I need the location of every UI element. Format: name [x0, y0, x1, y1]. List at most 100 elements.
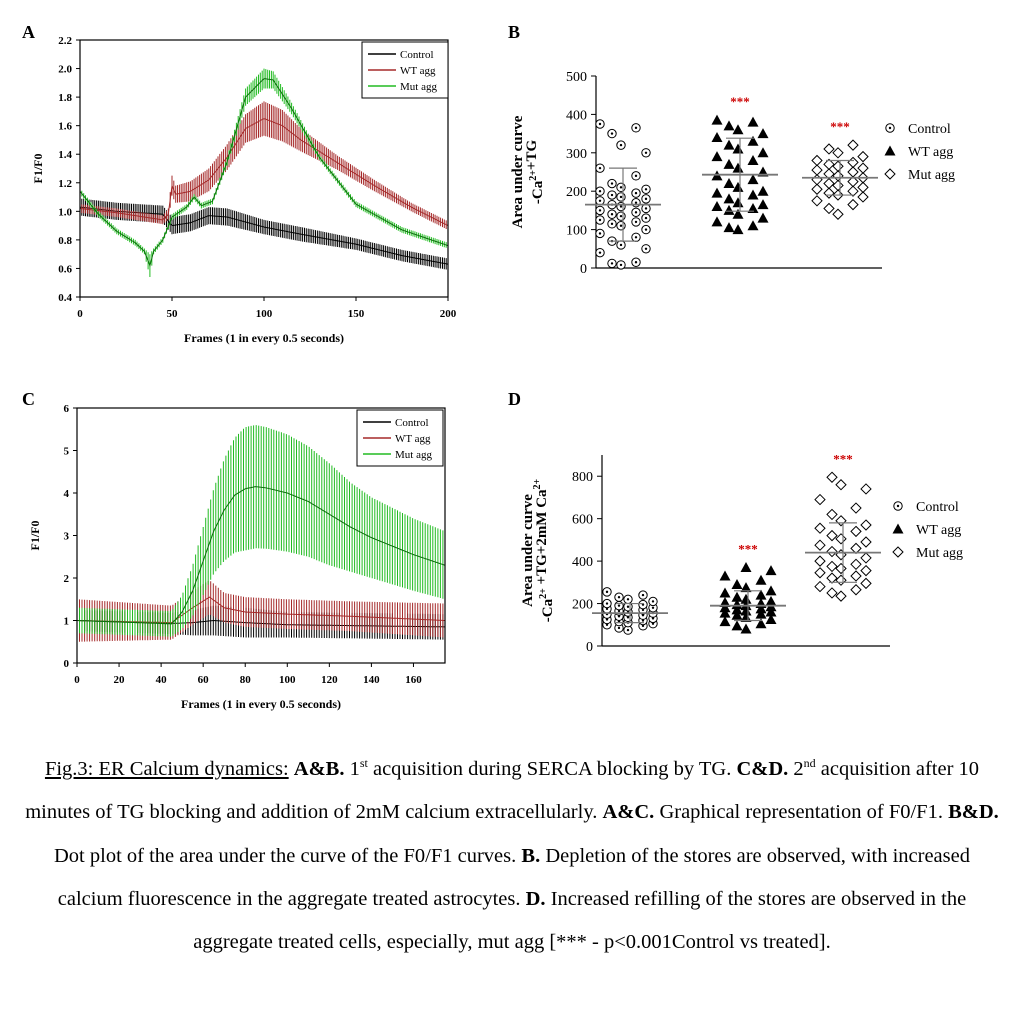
triangle-marker: [884, 145, 896, 156]
triangle-marker: [731, 604, 743, 615]
circle-marker-dot: [619, 243, 623, 247]
triangle-marker: [755, 589, 767, 600]
circle-marker-dot: [598, 218, 602, 222]
y-axis-label: F1/F0: [31, 154, 45, 184]
triangle-marker: [723, 204, 735, 215]
y-axis-label: F1/F0: [28, 521, 42, 551]
diamond-marker: [847, 166, 859, 178]
circle-marker-dot: [644, 197, 648, 201]
circle-marker-dot: [617, 615, 621, 618]
triangle-marker: [765, 565, 777, 576]
diamond-marker: [811, 164, 823, 176]
diamond-marker: [814, 580, 826, 593]
legend-label: Control: [908, 122, 951, 137]
circle-marker-dot: [651, 617, 655, 620]
triangle-marker: [740, 611, 752, 622]
diamond-marker: [847, 198, 859, 211]
triangle-marker: [740, 605, 752, 616]
triangle-marker: [719, 596, 731, 607]
diamond-marker: [860, 577, 872, 590]
circle-marker-dot: [610, 213, 614, 216]
caption-b-text: Depletion of the stores are observed, wi…: [57, 844, 970, 910]
x-tick-label: 140: [363, 674, 380, 686]
triangle-marker: [765, 585, 777, 596]
diamond-marker: [835, 574, 847, 586]
circle-marker-dot: [619, 186, 623, 189]
caption-d-head: D.: [525, 887, 546, 910]
diamond-marker: [860, 519, 872, 531]
y-tick-label: 3: [64, 531, 70, 543]
x-tick-label: 50: [167, 308, 179, 320]
series-line: [77, 596, 445, 624]
diamond-marker: [860, 483, 872, 495]
x-tick-label: 60: [198, 674, 210, 686]
y-tick-label: 500: [566, 70, 587, 85]
group-mut-agg: ***: [802, 119, 878, 220]
y-tick-label: 2.2: [58, 35, 72, 47]
circle-marker-dot: [619, 195, 623, 199]
diamond-marker: [823, 168, 835, 180]
diamond-marker: [826, 572, 838, 584]
x-tick-label: 0: [77, 308, 83, 320]
error-bars: [79, 68, 449, 277]
circle-marker-dot: [619, 224, 623, 227]
triangle-marker: [755, 608, 767, 619]
y-tick-label: 200: [572, 598, 593, 613]
circle-marker-dot: [598, 232, 602, 235]
panel-letter-d: D: [508, 389, 521, 409]
diamond-marker: [835, 515, 847, 527]
legend-label: WT agg: [395, 433, 431, 445]
diamond-marker: [823, 202, 835, 215]
triangle-marker: [740, 593, 752, 604]
circle-marker-dot: [617, 626, 621, 630]
triangle-marker: [732, 124, 744, 135]
diamond-marker: [814, 555, 826, 567]
diamond-marker: [814, 539, 826, 551]
series-mut-agg: [79, 68, 449, 277]
triangle-marker: [747, 220, 759, 231]
y-tick-label: 0.6: [58, 263, 72, 275]
y-axis-label-part: +TG+2mM: [534, 508, 550, 588]
triangle-marker: [732, 197, 744, 208]
x-tick-label: 150: [348, 308, 365, 320]
circle-marker-dot: [644, 188, 648, 191]
caption-t1-sup: st: [359, 756, 368, 771]
triangle-marker: [732, 224, 744, 235]
circle-marker-dot: [634, 126, 638, 130]
y-tick-label: 2: [64, 573, 70, 585]
circle-marker-dot: [634, 220, 638, 224]
y-tick-label: 1.2: [58, 178, 72, 190]
diamond-marker: [826, 508, 838, 521]
x-tick-label: 160: [405, 674, 422, 686]
triangle-marker: [731, 609, 743, 620]
circle-marker-dot: [605, 618, 609, 621]
legend: Control WT agg Mut agg: [884, 122, 955, 183]
triangle-marker: [747, 154, 759, 165]
x-tick-label: 200: [440, 308, 457, 320]
diamond-marker: [826, 529, 838, 542]
diamond-marker: [850, 502, 862, 514]
triangle-marker: [731, 620, 743, 631]
series-line: [79, 206, 449, 265]
y-tick-label: 200: [566, 185, 587, 200]
circle-marker-dot: [634, 261, 638, 264]
x-tick-label: 0: [74, 674, 80, 686]
circle-marker-dot: [617, 604, 621, 607]
y-axis-label-line1: Area under curve: [510, 115, 526, 228]
panel-letter-a: A: [22, 22, 35, 42]
legend: Control WT agg Mut agg: [356, 409, 444, 467]
triangle-marker: [723, 222, 735, 233]
triangle-marker: [711, 216, 723, 227]
panel-b-dot-plot: 0 100 200 300 400 500 *** *** Control WT agg Mut a…: [510, 70, 955, 277]
y-tick-label: 0: [586, 640, 593, 655]
circle-marker-dot: [598, 166, 602, 170]
y-axis-label-line2: -Ca2++TG: [524, 140, 546, 205]
y-tick-label: 800: [572, 470, 593, 485]
diamond-marker: [811, 195, 823, 207]
circle-marker-dot: [605, 590, 609, 594]
diamond-marker: [835, 549, 847, 561]
diamond-marker: [857, 181, 869, 194]
figure: A BC D0 50 100 150 2000.40.60.81.01.21.41.61.8…: [22, 22, 963, 711]
triangle-marker: [765, 606, 777, 617]
diamond-marker: [847, 139, 859, 151]
